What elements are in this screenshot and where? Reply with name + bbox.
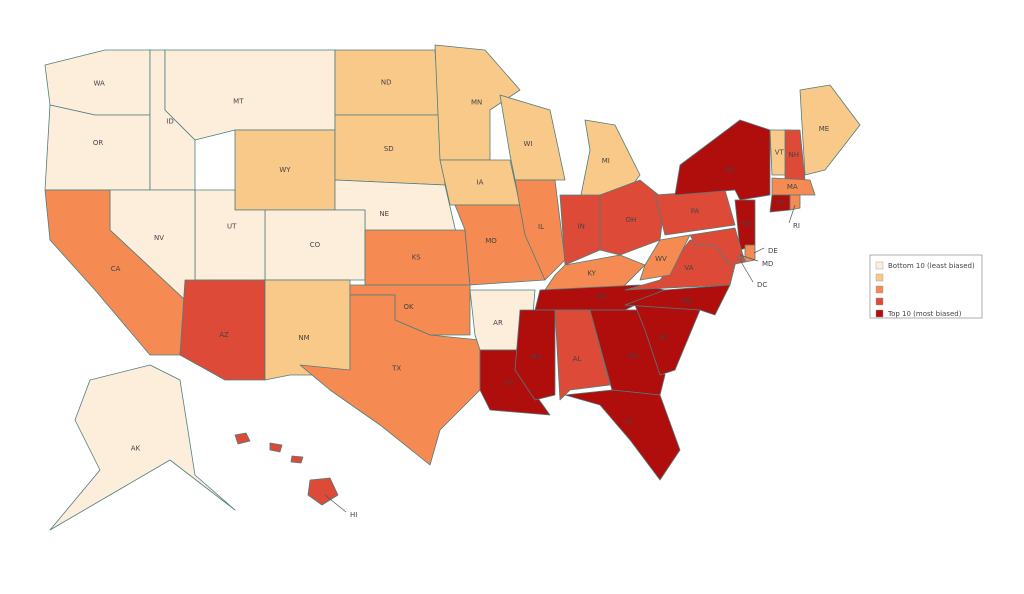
state-label: TX — [391, 364, 401, 372]
state — [44, 104, 151, 191]
state-label: KY — [587, 269, 596, 277]
state-label: OR — [93, 139, 104, 147]
state — [624, 284, 731, 316]
state-label: CA — [111, 265, 121, 273]
state-label: MI — [602, 157, 610, 165]
legend-label: Top 10 (most biased) — [887, 310, 962, 318]
state-label: SD — [384, 145, 394, 153]
leader-line — [788, 204, 796, 224]
state-label: AK — [131, 445, 141, 453]
state-label: VA — [684, 264, 693, 272]
leader-line — [324, 494, 347, 513]
state-label: DE — [768, 247, 778, 255]
state-label: MA — [787, 183, 798, 191]
state — [514, 309, 556, 401]
state — [554, 309, 611, 401]
state-label: AZ — [219, 331, 229, 339]
legend-box — [869, 254, 983, 319]
state-label: GA — [628, 352, 638, 360]
state — [799, 84, 861, 176]
state-label: NE — [379, 210, 389, 218]
state — [307, 477, 339, 506]
legend: Bottom 10 (least biased) Top 10 (most bia… — [869, 254, 983, 319]
state-label: WI — [524, 140, 533, 148]
state — [514, 179, 566, 281]
legend-swatch — [875, 309, 884, 318]
state-label: PA — [691, 207, 700, 215]
legend-swatch — [875, 297, 884, 306]
state-label: CT — [776, 199, 786, 207]
state-label: MO — [485, 237, 497, 245]
state-part — [269, 442, 283, 453]
state-label: SC — [658, 334, 667, 342]
state-label: ID — [166, 118, 173, 126]
states-layer — [44, 44, 861, 531]
state-label: CO — [310, 241, 321, 249]
leader-line — [739, 259, 754, 283]
state-label: OH — [625, 216, 636, 224]
state-label: NC — [682, 297, 692, 305]
state-label: NV — [154, 234, 164, 242]
state — [564, 389, 681, 481]
state-label: UT — [227, 223, 237, 231]
state-label: NY — [725, 167, 735, 175]
state-label: LA — [505, 379, 514, 387]
state — [639, 234, 691, 281]
state-label: NM — [298, 334, 309, 342]
state — [771, 177, 816, 196]
leader-line — [739, 254, 759, 262]
state — [49, 364, 236, 531]
state-label: MD — [762, 260, 773, 268]
state-label: MS — [531, 353, 542, 361]
state-label: KS — [412, 254, 422, 262]
state — [299, 294, 481, 466]
state-part — [290, 455, 304, 464]
state-label: IN — [578, 222, 585, 230]
state-label: DC — [757, 281, 767, 289]
state-label: VT — [775, 149, 785, 157]
state-label: IL — [538, 223, 544, 231]
legend-swatch — [875, 273, 884, 282]
state-label: ND — [381, 79, 392, 87]
state-label: MT — [233, 98, 244, 106]
state-label: MN — [471, 99, 482, 107]
state — [179, 279, 266, 381]
state-label: AL — [573, 355, 582, 363]
state-label: NJ — [743, 220, 750, 228]
state-label: ME — [819, 125, 829, 133]
state — [789, 194, 801, 211]
state-label: WA — [94, 79, 106, 87]
legend-swatch — [875, 261, 884, 270]
state — [264, 279, 351, 381]
state-label: WV — [655, 255, 667, 263]
state-label: TN — [595, 293, 606, 301]
state-label: FL — [626, 418, 634, 426]
state-label: HI — [350, 511, 357, 519]
state-part — [234, 432, 251, 445]
state-label: AR — [493, 319, 503, 327]
state — [674, 119, 771, 201]
state-label: OK — [404, 303, 415, 311]
labels-layer: WA OR ID MT WY ND SD NE CO UT NV CA AZ NM KS OK TX MN IA MO… — [93, 79, 829, 520]
state-label: WY — [279, 166, 291, 174]
state — [454, 204, 546, 286]
state — [689, 227, 746, 266]
state-label: IA — [477, 179, 484, 187]
state — [737, 255, 743, 261]
state-label: RI — [793, 222, 800, 230]
leader-line — [753, 247, 765, 254]
state-label: NH — [789, 151, 800, 159]
legend-swatch — [875, 285, 884, 294]
state — [164, 49, 336, 141]
legend-label: Bottom 10 (least biased) — [888, 262, 975, 270]
